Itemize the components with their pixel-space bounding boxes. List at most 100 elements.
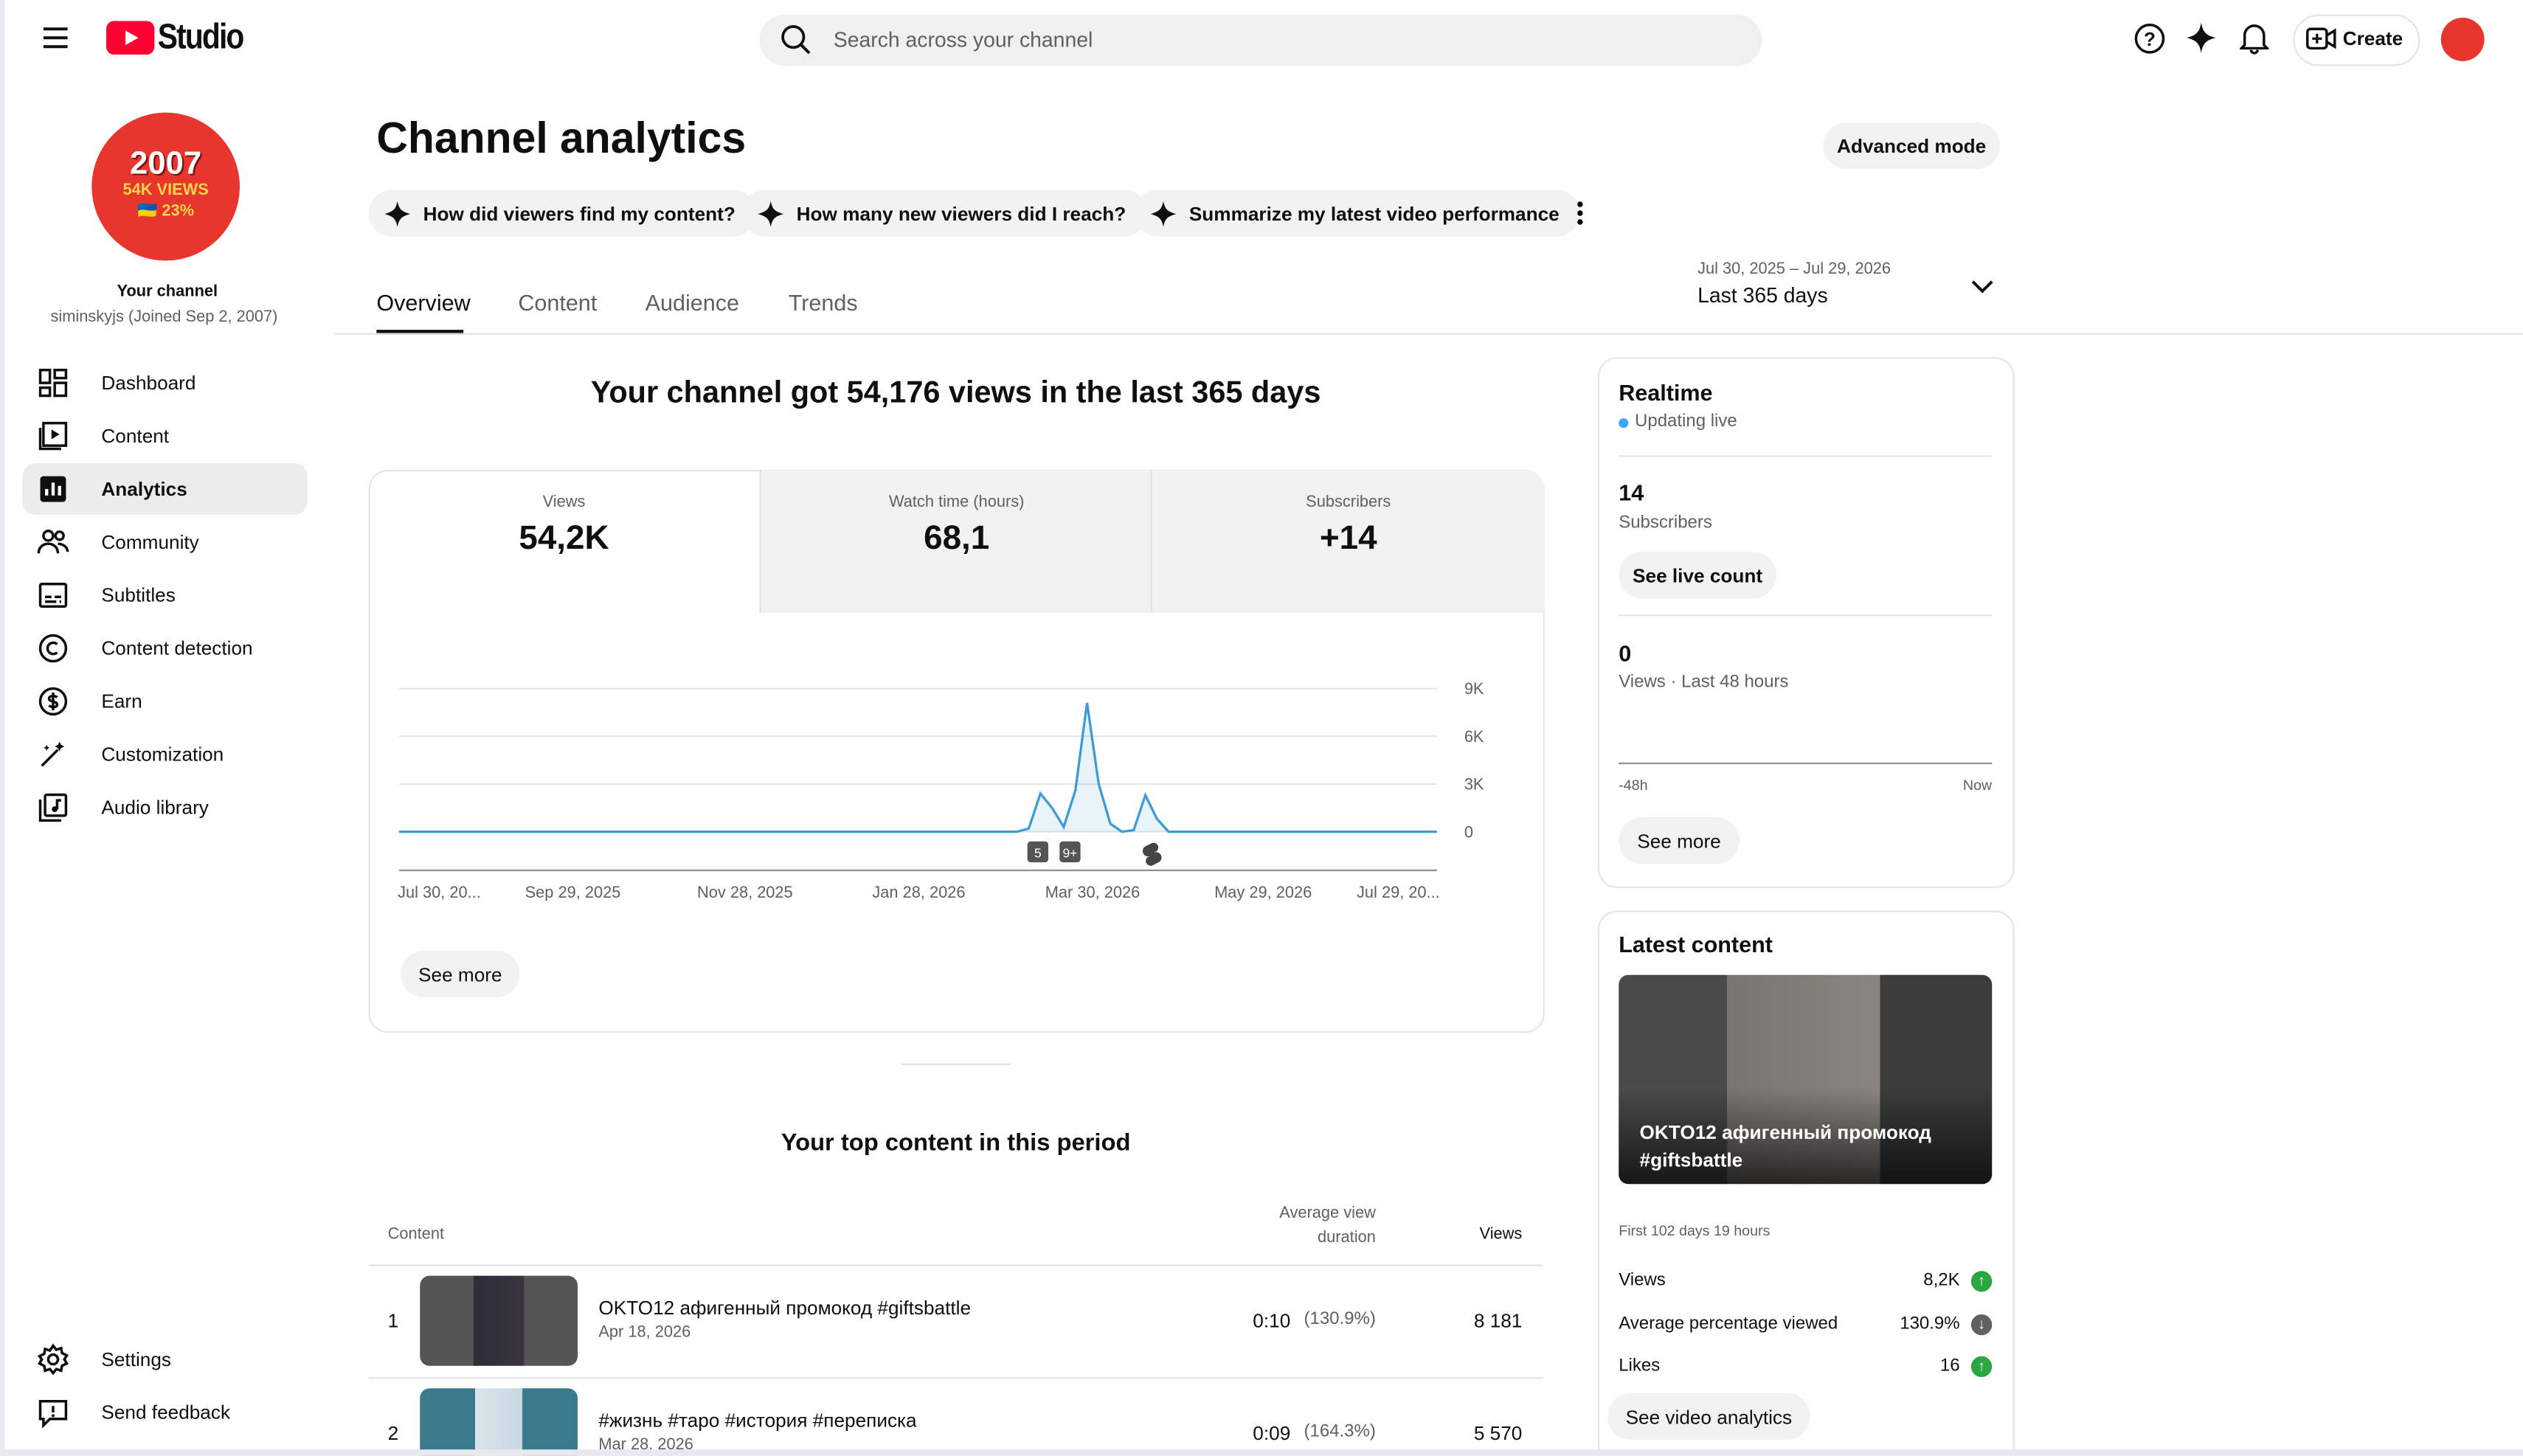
- studio-wordmark[interactable]: Studio: [157, 15, 245, 57]
- realtime-see-more[interactable]: See more: [1619, 817, 1740, 864]
- row-duration: 0:09: [1253, 1422, 1291, 1445]
- tab[interactable]: Trends: [788, 289, 858, 316]
- search-icon[interactable]: [781, 24, 813, 57]
- nav-icon[interactable]: [37, 526, 69, 558]
- account-avatar[interactable]: [2440, 17, 2485, 61]
- column-header: Content: [387, 1226, 445, 1244]
- nav-icon[interactable]: [37, 738, 69, 771]
- nav-label[interactable]: Analytics: [101, 477, 187, 501]
- chip-label[interactable]: How many new viewers did I reach?: [796, 201, 1126, 225]
- row-thumbnail[interactable]: [420, 1388, 578, 1456]
- date-range[interactable]: Jul 30, 2025 – Jul 29, 2026: [1697, 260, 1892, 279]
- create-label[interactable]: Create: [2342, 27, 2403, 50]
- x-tick-label: Nov 28, 2025: [697, 883, 793, 901]
- youtube-logo[interactable]: [105, 21, 155, 55]
- row-title[interactable]: OKTO12 афигенный промокод #giftsbattle: [598, 1296, 971, 1320]
- realtime-title: Realtime: [1619, 379, 1713, 406]
- metric-tab[interactable]: Views 54,2K: [368, 470, 759, 613]
- search-placeholder[interactable]: Search across your channel: [833, 27, 1093, 52]
- notifications-icon[interactable]: [2240, 21, 2269, 55]
- nav-label[interactable]: Settings: [101, 1348, 171, 1371]
- nav-icon[interactable]: [37, 473, 69, 505]
- nav-icon[interactable]: [37, 685, 69, 718]
- metric-tab[interactable]: Watch time (hours) 68,1: [759, 469, 1152, 614]
- chip-icon[interactable]: [1150, 200, 1177, 226]
- row-thumbnail[interactable]: [420, 1275, 578, 1366]
- ai-chip[interactable]: How many new viewers did I reach?: [741, 190, 1147, 237]
- nav-item[interactable]: Analytics: [22, 463, 308, 515]
- nav-item[interactable]: Content detection: [23, 623, 308, 674]
- nav-icon[interactable]: [37, 420, 69, 452]
- metric-label: Views: [542, 493, 586, 512]
- nav-item[interactable]: Community: [23, 516, 308, 568]
- search-box[interactable]: [759, 14, 1762, 66]
- nav-label[interactable]: Content: [101, 424, 170, 448]
- avatar-year: 2007: [130, 146, 202, 182]
- chip-icon[interactable]: [384, 200, 411, 226]
- chip-label[interactable]: How did viewers find my content?: [423, 201, 736, 225]
- upload-marker-label: 9+: [1062, 846, 1077, 861]
- row-title[interactable]: #жизнь #таро #история #переписка: [598, 1409, 917, 1432]
- nav-item[interactable]: Audio library: [23, 782, 308, 833]
- channel-label: Your channel: [117, 282, 218, 301]
- menu-icon[interactable]: [42, 24, 69, 52]
- divider: [1619, 614, 1993, 617]
- views-line: [398, 702, 1437, 833]
- channel-avatar[interactable]: 2007 54K VIEWS 🇺🇦 23%: [91, 112, 240, 261]
- nav-icon[interactable]: [37, 579, 69, 611]
- row-rank: 2: [387, 1422, 399, 1445]
- create-button[interactable]: [2293, 14, 2420, 66]
- create-icon[interactable]: [2305, 27, 2336, 50]
- section-divider: [901, 1063, 1011, 1065]
- nav-label[interactable]: Community: [101, 530, 199, 554]
- more-icon[interactable]: [1574, 199, 1586, 226]
- stat-trend-icon: ↑: [1970, 1271, 1993, 1292]
- nav-label[interactable]: Earn: [101, 690, 142, 713]
- latest-content-card: [1597, 910, 2015, 1456]
- x-tick-label: Jul 30, 20...: [398, 883, 481, 901]
- advanced-mode-button[interactable]: Advanced mode: [1823, 122, 2001, 170]
- shorts-marker: [1142, 842, 1162, 866]
- page-title: Channel analytics: [376, 114, 747, 163]
- help-icon[interactable]: ?: [2133, 23, 2166, 55]
- nav-icon[interactable]: [37, 791, 69, 824]
- nav-item[interactable]: Content: [23, 410, 308, 462]
- nav-label[interactable]: Customization: [101, 743, 224, 766]
- latest-thumbnail[interactable]: OKTO12 афигенный промокод #giftsbattle: [1619, 974, 1993, 1185]
- date-period[interactable]: Last 365 days: [1697, 282, 1828, 308]
- see-live-count-button[interactable]: See live count: [1619, 552, 1776, 599]
- stat-value: 130.9%: [1900, 1313, 1960, 1334]
- nav-icon[interactable]: [37, 367, 69, 399]
- chip-label[interactable]: Summarize my latest video performance: [1188, 201, 1560, 225]
- nav-item[interactable]: Send feedback: [23, 1387, 308, 1438]
- nav-label[interactable]: Send feedback: [101, 1401, 231, 1424]
- tab-underline: [376, 330, 464, 335]
- see-more-button[interactable]: See more: [401, 951, 520, 998]
- ai-icon[interactable]: [2187, 22, 2216, 53]
- see-video-analytics-button[interactable]: See video analytics: [1607, 1393, 1810, 1441]
- tab[interactable]: Overview: [376, 289, 471, 316]
- nav-item[interactable]: Customization: [23, 729, 308, 780]
- nav-item[interactable]: Dashboard: [23, 357, 308, 409]
- ai-chip[interactable]: How did viewers find my content?: [368, 190, 757, 237]
- nav-label[interactable]: Content detection: [101, 637, 253, 660]
- nav-icon[interactable]: [37, 632, 69, 665]
- latest-video-title[interactable]: OKTO12 афигенный промокод #giftsbattle: [1639, 1121, 1931, 1171]
- tab[interactable]: Audience: [645, 289, 739, 316]
- date-chevron[interactable]: [1971, 278, 1994, 294]
- nav-icon[interactable]: [37, 1343, 69, 1376]
- nav-label[interactable]: Dashboard: [101, 371, 196, 395]
- chip-icon[interactable]: [758, 200, 784, 226]
- nav-icon[interactable]: [37, 1396, 69, 1429]
- tab[interactable]: Content: [518, 289, 598, 316]
- nav-label[interactable]: Subtitles: [101, 583, 176, 607]
- nav-item[interactable]: Earn: [23, 676, 308, 727]
- ai-chip[interactable]: Summarize my latest video performance: [1134, 190, 1581, 237]
- x-tick-label: Mar 30, 2026: [1045, 883, 1140, 901]
- stat-value: 16: [1939, 1356, 1960, 1376]
- nav-item[interactable]: Settings: [23, 1334, 308, 1385]
- metric-tab[interactable]: Subscribers +14: [1150, 469, 1545, 614]
- nav-label[interactable]: Audio library: [101, 796, 209, 819]
- nav-item[interactable]: Subtitles: [23, 569, 308, 621]
